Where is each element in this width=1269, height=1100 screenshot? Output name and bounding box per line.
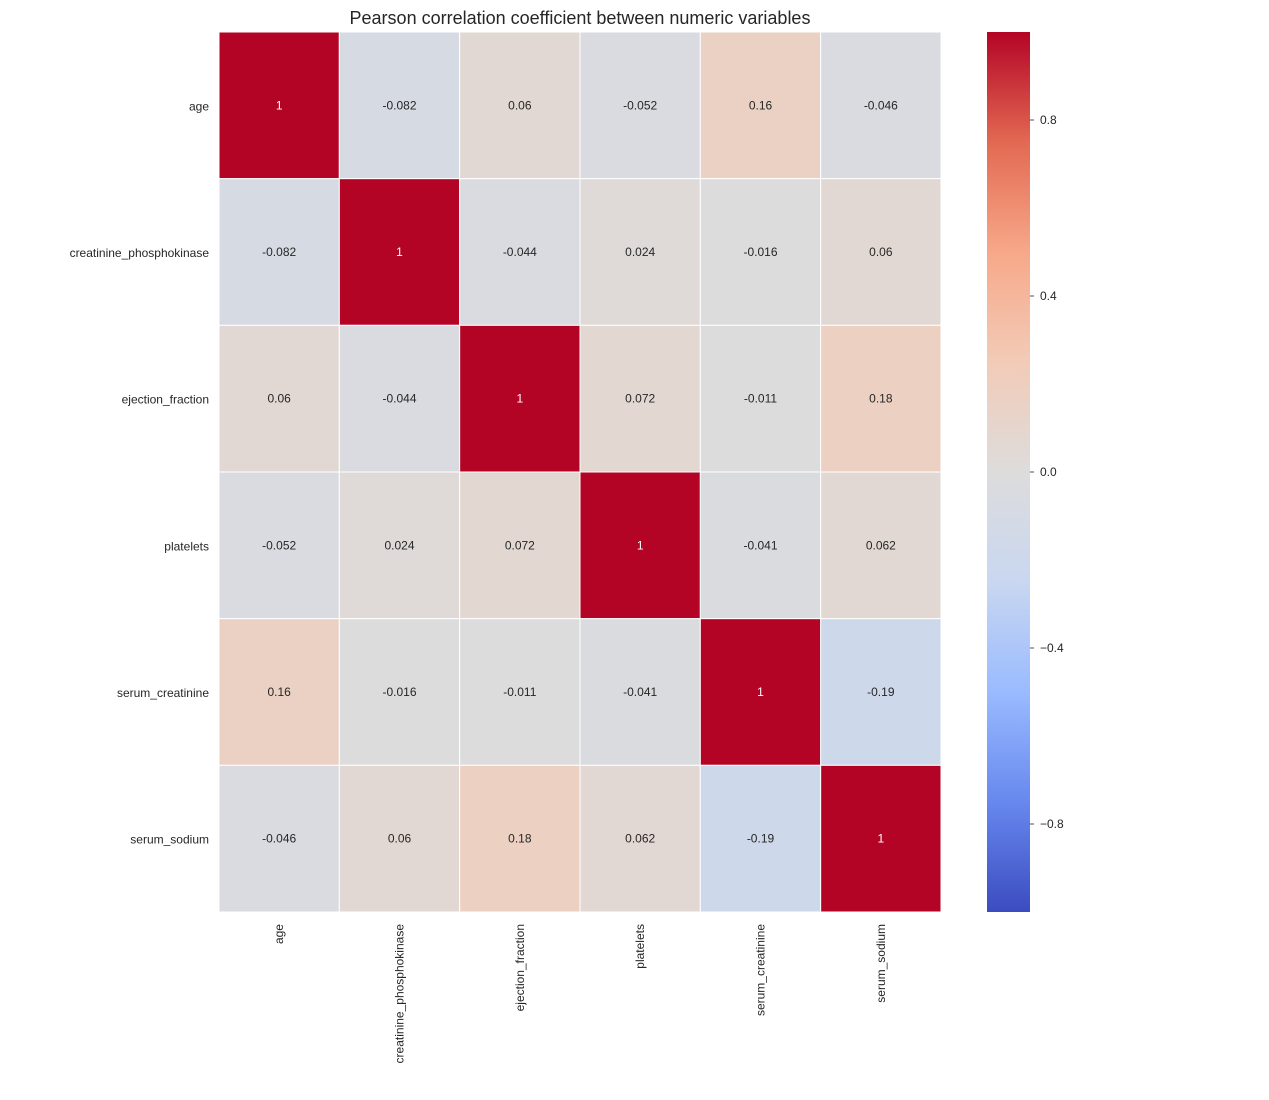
column-tick-labels: age creatinine_phosphokinase ejection_frac… bbox=[272, 924, 888, 1064]
cell-value-label: 1 bbox=[757, 685, 764, 699]
cell-value-label: 0.062 bbox=[866, 538, 896, 552]
heatmap-cell-age-ejection_fraction bbox=[459, 31, 581, 180]
cell-value-label: -0.082 bbox=[262, 245, 296, 259]
colorbar-tick-label: 0.0 bbox=[1040, 465, 1057, 479]
heatmap-cell-ejection_fraction-creatinine_phosphokinase bbox=[338, 324, 461, 473]
heatmap-cell-platelets-platelets bbox=[579, 471, 701, 620]
cell-value-label: 0.062 bbox=[625, 832, 655, 846]
cell-value-label: 0.18 bbox=[869, 392, 893, 406]
heatmap-cell-platelets-serum_creatinine bbox=[699, 471, 822, 620]
cell-value-label: -0.19 bbox=[867, 685, 895, 699]
cell-value-label: -0.046 bbox=[864, 98, 898, 112]
column-tick-label: age bbox=[272, 924, 286, 944]
heatmap-cell-creatinine_phosphokinase-platelets bbox=[579, 178, 701, 326]
row-tick-label: serum_sodium bbox=[130, 833, 209, 847]
row-tick-label: serum_creatinine bbox=[117, 686, 209, 700]
cell-value-label: 0.06 bbox=[508, 98, 532, 112]
heatmap-cell-creatinine_phosphokinase-serum_sodium bbox=[820, 178, 942, 326]
column-tick-label: creatinine_phosphokinase bbox=[393, 924, 407, 1064]
colorbar-tick-label: −0.8 bbox=[1040, 817, 1064, 831]
row-tick-label: creatinine_phosphokinase bbox=[70, 246, 210, 260]
cell-value-label: -0.016 bbox=[743, 245, 777, 259]
heatmap-cell-platelets-ejection_fraction bbox=[459, 471, 581, 620]
heatmap-cell-age-creatinine_phosphokinase bbox=[338, 31, 461, 180]
cell-value-label: -0.082 bbox=[382, 98, 416, 112]
row-tick-label: platelets bbox=[164, 539, 209, 553]
column-tick-label: platelets bbox=[633, 924, 647, 969]
heatmap-cell-serum_creatinine-ejection_fraction bbox=[459, 618, 581, 766]
cell-value-label: 0.06 bbox=[869, 245, 893, 259]
row-tick-label: age bbox=[189, 99, 209, 113]
cell-value-label: -0.041 bbox=[743, 538, 777, 552]
heatmap-cell-serum_creatinine-serum_creatinine bbox=[699, 618, 822, 766]
cell-value-label: -0.046 bbox=[262, 832, 296, 846]
heatmap-cell-age-platelets bbox=[579, 31, 701, 180]
heatmap-cell-platelets-serum_sodium bbox=[820, 471, 942, 620]
cell-value-label: 0.16 bbox=[267, 685, 291, 699]
heatmap-cell-serum_creatinine-age bbox=[218, 618, 340, 766]
heatmap-cell-serum_sodium-serum_sodium bbox=[820, 764, 942, 913]
colorbar-tick-label: 0.4 bbox=[1040, 289, 1057, 303]
row-tick-labels: age creatinine_phosphokinase ejection_frac… bbox=[70, 99, 210, 846]
heatmap-cell-serum_creatinine-serum_sodium bbox=[820, 618, 942, 766]
cell-value-label: 0.024 bbox=[384, 538, 414, 552]
heatmap-cell-age-serum_sodium bbox=[820, 31, 942, 180]
column-tick-label: serum_creatinine bbox=[754, 924, 768, 1016]
heatmap-cell-ejection_fraction-age bbox=[218, 324, 340, 473]
heatmap-cell-serum_sodium-age bbox=[218, 764, 340, 913]
cell-value-label: -0.011 bbox=[503, 685, 536, 699]
cell-value-label: -0.19 bbox=[747, 832, 775, 846]
cell-value-label: 0.06 bbox=[388, 832, 412, 846]
cell-value-label: -0.016 bbox=[382, 685, 416, 699]
chart-title: Pearson correlation coefficient between … bbox=[350, 8, 811, 28]
cell-value-label: 1 bbox=[396, 245, 403, 259]
cell-value-label: -0.052 bbox=[623, 98, 657, 112]
cell-value-label: 0.072 bbox=[505, 538, 535, 552]
colorbar-tick-label: 0.8 bbox=[1040, 113, 1057, 127]
cell-value-label: 1 bbox=[877, 832, 884, 846]
cell-value-label: -0.044 bbox=[503, 245, 537, 259]
colorbar-tick-label: −0.4 bbox=[1040, 641, 1064, 655]
column-tick-label: ejection_fraction bbox=[513, 924, 527, 1011]
cell-value-label: 0.024 bbox=[625, 245, 655, 259]
cell-value-label: 0.16 bbox=[749, 98, 773, 112]
heatmap-cell-ejection_fraction-serum_sodium bbox=[820, 324, 942, 473]
heatmap-cell-platelets-age bbox=[218, 471, 340, 620]
cell-value-label: -0.044 bbox=[382, 392, 416, 406]
heatmap-cell-ejection_fraction-serum_creatinine bbox=[699, 324, 822, 473]
heatmap-cell-ejection_fraction-platelets bbox=[579, 324, 701, 473]
heatmap-cell-ejection_fraction-ejection_fraction bbox=[459, 324, 581, 473]
cell-value-label: 1 bbox=[637, 538, 644, 552]
cell-value-label: 0.18 bbox=[508, 832, 532, 846]
colorbar-ticks: 0.8 0.4 0.0 −0.4 −0.8 bbox=[1030, 113, 1064, 831]
cell-value-label: 1 bbox=[516, 392, 523, 406]
heatmap-cells bbox=[218, 31, 942, 913]
cell-value-label: 1 bbox=[276, 98, 283, 112]
colorbar bbox=[987, 32, 1030, 912]
heatmap-cell-serum_sodium-serum_creatinine bbox=[699, 764, 822, 913]
heatmap-cell-age-serum_creatinine bbox=[699, 31, 822, 180]
heatmap-cell-platelets-creatinine_phosphokinase bbox=[338, 471, 461, 620]
heatmap-cell-age-age bbox=[218, 31, 340, 180]
column-tick-label: serum_sodium bbox=[874, 924, 888, 1003]
heatmap-cell-serum_creatinine-platelets bbox=[579, 618, 701, 766]
heatmap-cell-serum_sodium-platelets bbox=[579, 764, 701, 913]
row-tick-label: ejection_fraction bbox=[122, 393, 209, 407]
cell-value-label: 0.06 bbox=[267, 392, 291, 406]
heatmap-cell-creatinine_phosphokinase-creatinine_phosphokinase bbox=[338, 178, 461, 326]
cell-value-label: -0.011 bbox=[744, 392, 777, 406]
cell-value-label: 0.072 bbox=[625, 392, 655, 406]
cell-value-label: -0.052 bbox=[262, 538, 296, 552]
heatmap-cell-labels: 1 -0.082 0.06 -0.052 0.16 -0.046 -0.082 1 -0.044… bbox=[262, 98, 898, 845]
cell-value-label: -0.041 bbox=[623, 685, 657, 699]
